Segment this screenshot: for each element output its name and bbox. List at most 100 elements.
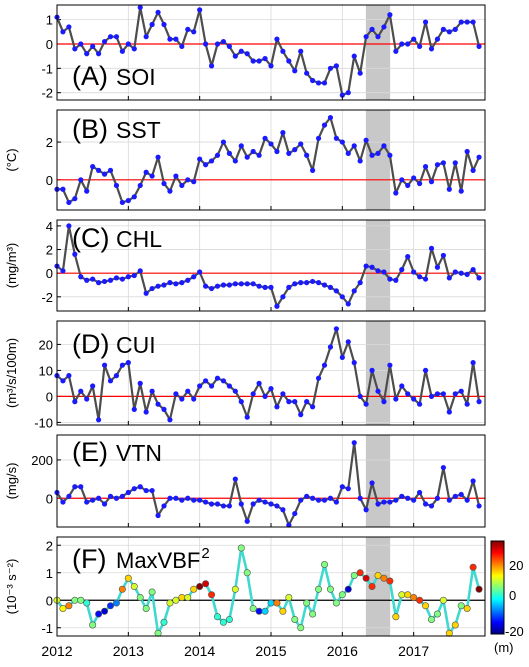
panel-name: MaxVBF xyxy=(116,548,200,573)
data-point xyxy=(356,569,364,577)
data-point xyxy=(226,150,232,156)
data-point xyxy=(440,252,446,259)
data-point xyxy=(268,141,274,147)
data-point xyxy=(405,495,411,501)
data-point xyxy=(131,272,137,279)
data-point xyxy=(219,618,227,626)
data-point xyxy=(298,497,304,503)
data-point xyxy=(203,499,209,505)
data-point xyxy=(357,158,363,164)
data-point xyxy=(208,501,215,507)
data-point xyxy=(226,383,232,389)
data-point xyxy=(208,591,216,599)
data-point xyxy=(173,36,179,42)
colorbar: 20 0 -20 (m) xyxy=(490,540,524,655)
data-point xyxy=(422,501,429,507)
data-point xyxy=(131,46,137,52)
data-point xyxy=(350,571,358,579)
data-point xyxy=(464,148,470,155)
data-point xyxy=(232,281,238,287)
data-point xyxy=(458,388,464,394)
data-point xyxy=(410,593,418,601)
data-point xyxy=(101,171,108,177)
data-point xyxy=(90,164,96,170)
shaded-period xyxy=(365,435,391,527)
data-point xyxy=(179,182,185,189)
data-point xyxy=(160,618,168,626)
data-point xyxy=(445,629,453,637)
data-point xyxy=(113,34,120,40)
data-point xyxy=(374,571,382,579)
data-point xyxy=(143,34,149,40)
data-point xyxy=(380,574,388,582)
data-point xyxy=(345,486,351,492)
data-point xyxy=(280,48,286,54)
data-point xyxy=(190,585,198,593)
data-point xyxy=(304,399,310,405)
data-point xyxy=(387,12,393,18)
data-point xyxy=(422,19,429,25)
data-point xyxy=(238,143,244,149)
data-point xyxy=(197,383,203,389)
data-point xyxy=(339,139,345,145)
panel-name: SST xyxy=(116,117,161,143)
y-axis-label: (mg/m³) xyxy=(4,243,19,289)
data-point xyxy=(422,276,429,282)
data-point xyxy=(166,599,174,607)
data-point xyxy=(427,615,435,623)
data-point xyxy=(286,284,292,290)
data-point xyxy=(244,154,250,160)
data-point xyxy=(149,285,155,292)
y-tick-label: 4 xyxy=(46,219,53,234)
data-point xyxy=(387,362,393,368)
data-point xyxy=(274,36,280,42)
data-point xyxy=(250,391,256,397)
data-point xyxy=(439,596,447,604)
data-point xyxy=(464,271,470,277)
data-point xyxy=(357,70,363,76)
data-point xyxy=(155,9,161,15)
data-point xyxy=(399,493,405,499)
data-point xyxy=(417,489,423,496)
data-point xyxy=(191,274,197,280)
data-point xyxy=(238,399,244,405)
colorbar-tick: 0 xyxy=(509,588,516,603)
data-point xyxy=(185,388,191,394)
data-point xyxy=(137,182,143,189)
data-point xyxy=(292,68,298,74)
data-point xyxy=(292,510,298,517)
data-point xyxy=(298,141,304,147)
data-point xyxy=(256,497,262,503)
x-tick-label: 2012 xyxy=(41,643,72,659)
data-point xyxy=(411,175,417,181)
data-point xyxy=(66,223,72,229)
shaded-period xyxy=(365,220,391,311)
data-point xyxy=(161,503,167,509)
data-point xyxy=(60,29,66,35)
data-point xyxy=(268,284,274,290)
panel-name: SOI xyxy=(116,64,156,90)
panel-name: CUI xyxy=(116,332,156,358)
y-tick-label: 2 xyxy=(46,243,53,258)
data-point xyxy=(191,179,197,185)
data-point xyxy=(464,19,470,25)
data-point xyxy=(363,507,369,513)
y-tick-label: -1 xyxy=(41,621,53,636)
data-point xyxy=(262,284,268,290)
data-point xyxy=(292,147,298,153)
data-point xyxy=(428,393,435,399)
data-point xyxy=(107,378,114,384)
data-point xyxy=(262,55,268,62)
data-point xyxy=(304,152,310,158)
data-point xyxy=(255,607,263,615)
data-point xyxy=(457,602,465,610)
data-point xyxy=(71,596,79,604)
data-point xyxy=(66,199,72,206)
data-point xyxy=(178,593,186,601)
data-point xyxy=(327,344,334,350)
data-point xyxy=(101,501,108,507)
data-point xyxy=(197,269,203,275)
data-point xyxy=(368,582,376,590)
data-point xyxy=(112,599,120,607)
data-point xyxy=(315,585,323,593)
